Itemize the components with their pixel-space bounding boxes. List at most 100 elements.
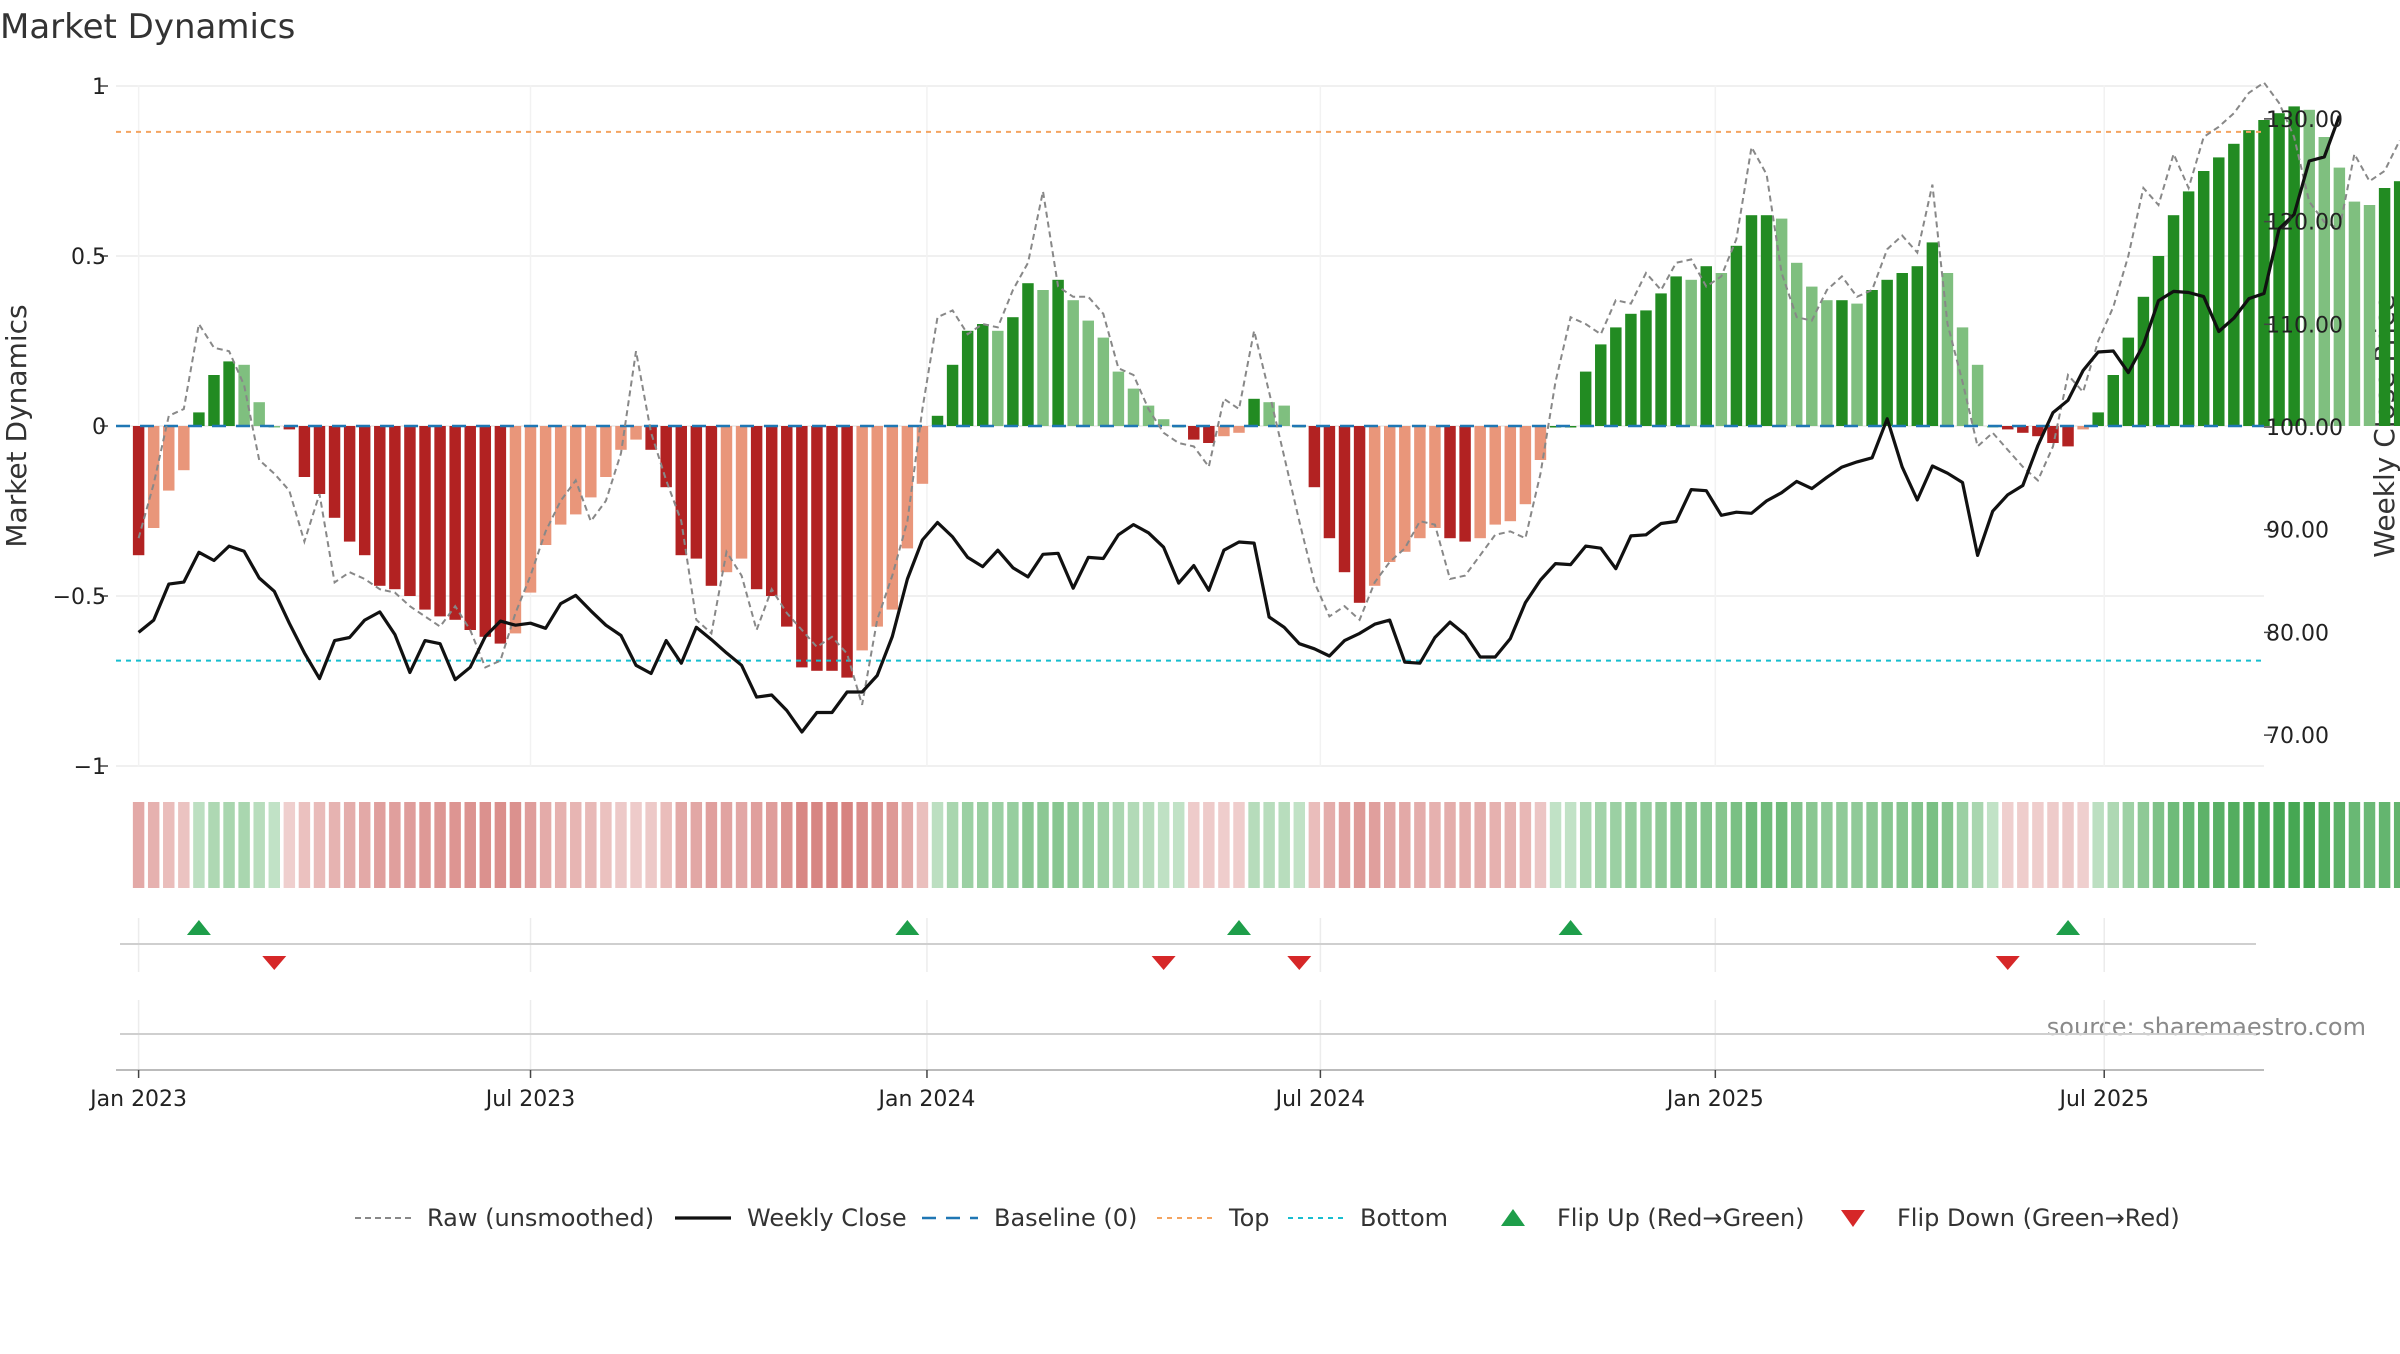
flip-down-marker [1151, 956, 1176, 970]
dynamics-bar [283, 426, 296, 430]
dynamics-bar [1248, 398, 1260, 426]
heat-cell [781, 802, 793, 888]
dynamics-bar [539, 426, 552, 545]
heat-cell [1881, 802, 1893, 888]
heat-cell [479, 802, 492, 888]
dynamics-bar [1549, 426, 1562, 428]
heat-cell [494, 802, 507, 888]
dynamics-bar [946, 364, 959, 426]
dynamics-bar [2032, 426, 2044, 437]
heat-cell [1368, 802, 1381, 888]
heat-cell [1097, 802, 1110, 888]
dynamics-bar [1836, 300, 1848, 426]
heat-cell [1353, 802, 1366, 888]
heat-cell [1745, 802, 1758, 888]
heat-cell [539, 802, 552, 888]
dynamics-bar [1007, 317, 1019, 426]
dynamics-bar [720, 426, 733, 573]
heat-cell [1414, 802, 1426, 888]
heat-cell [223, 802, 235, 888]
y2-tick-label: 90.00 [2266, 519, 2329, 544]
heat-cell [2213, 802, 2225, 888]
dynamics-bar [1595, 344, 1607, 426]
dynamics-bar [1745, 215, 1758, 426]
dynamics-bar [1082, 320, 1094, 426]
x-tick-label: Jul 2025 [2057, 1087, 2149, 1112]
dynamics-bar [358, 426, 371, 556]
heat-cell [735, 802, 748, 888]
heat-cell [826, 802, 838, 888]
y2-tick-label: 110.00 [2266, 313, 2343, 338]
dynamics-bar [1429, 426, 1441, 528]
heat-cell [1670, 802, 1682, 888]
dynamics-bar [1504, 426, 1517, 522]
heat-cell [1715, 802, 1728, 888]
dynamics-bar [1760, 215, 1773, 426]
chart-title: Market Dynamics [0, 7, 295, 47]
dynamics-bar [374, 426, 386, 586]
legend-label: Weekly Close [747, 1204, 907, 1232]
dynamics-bar [434, 426, 446, 617]
x-tick-label: Jul 2023 [484, 1087, 576, 1112]
flip-up-marker [1558, 920, 1583, 935]
heat-cell [2243, 802, 2255, 888]
dynamics-bar [193, 412, 205, 426]
legend-swatch-flip-down [1841, 1210, 1865, 1227]
heat-cell [660, 802, 672, 888]
dynamics-bar [1459, 426, 1471, 542]
heat-cell [1821, 802, 1833, 888]
dynamics-bar [1519, 426, 1532, 505]
dynamics-bar [343, 426, 356, 542]
y2-tick-label: 80.00 [2266, 621, 2329, 646]
dynamics-bar [705, 426, 718, 586]
heat-cell [1836, 802, 1848, 888]
heat-cell [283, 802, 296, 888]
dynamics-bar [2318, 137, 2331, 426]
dynamics-bar [735, 426, 748, 559]
legend-label: Baseline (0) [994, 1204, 1137, 1232]
flip-up-marker [186, 920, 211, 935]
dynamics-bar [1127, 388, 1140, 426]
heat-cell [1142, 802, 1155, 888]
dynamics-bar [147, 426, 160, 528]
dynamics-bar [2333, 167, 2346, 426]
heat-cell [268, 802, 281, 888]
y-tick-label: −1 [74, 755, 106, 780]
dynamics-bar [1444, 426, 1456, 539]
heat-strip [132, 802, 2400, 888]
heat-cell [2333, 802, 2346, 888]
heat-cell [1956, 802, 1969, 888]
heat-cell [1640, 802, 1652, 888]
heat-cell [358, 802, 371, 888]
dynamics-bar [298, 426, 311, 477]
heat-cell [1625, 802, 1637, 888]
flip-markers [186, 920, 2081, 970]
heat-cell [856, 802, 868, 888]
heat-cell [645, 802, 657, 888]
dynamics-bar [1670, 276, 1682, 426]
y-axis-label: Market Dynamics [0, 304, 33, 547]
heat-cell [298, 802, 311, 888]
heat-cell [2228, 802, 2240, 888]
heat-cell [2303, 802, 2315, 888]
dynamics-bar [404, 426, 416, 596]
heat-cell [1564, 802, 1577, 888]
heat-cell [811, 802, 823, 888]
y-tick-label: 1 [92, 75, 106, 100]
heat-cell [2318, 802, 2331, 888]
heat-cell [1203, 802, 1215, 888]
x-tick-label: Jan 2023 [88, 1087, 187, 1112]
dynamics-bar [2002, 426, 2014, 430]
dynamics-bar [313, 426, 326, 494]
heat-cell [1233, 802, 1245, 888]
heat-cell [1806, 802, 1818, 888]
heat-cell [1655, 802, 1667, 888]
dynamics-bar [1730, 245, 1743, 426]
heat-cell [615, 802, 627, 888]
heat-cell [1519, 802, 1532, 888]
heat-cell [931, 802, 944, 888]
heat-cell [464, 802, 476, 888]
dynamics-bar [1655, 293, 1667, 426]
dynamics-bar [886, 426, 899, 610]
dynamics-bar [464, 426, 476, 630]
